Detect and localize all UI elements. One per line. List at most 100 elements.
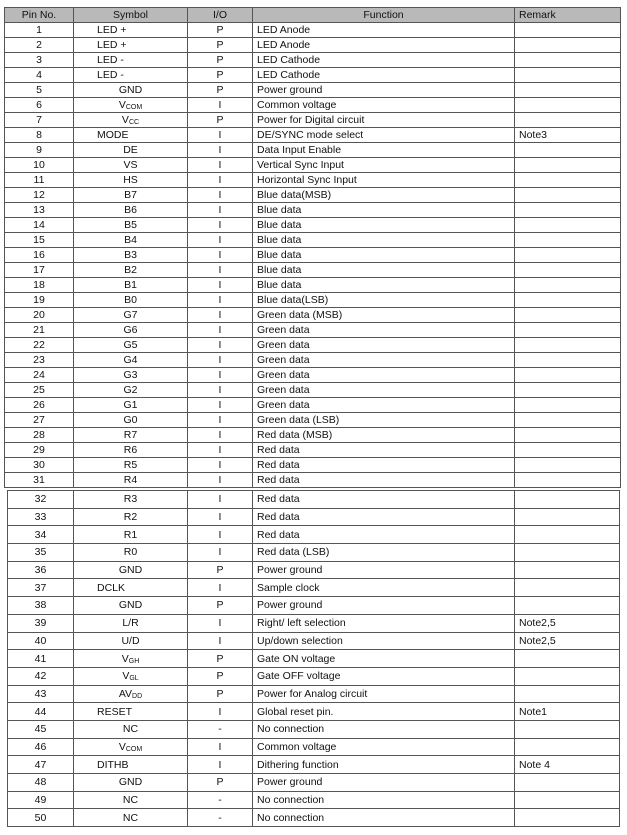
symbol-text: VS (123, 159, 138, 171)
table-row: 20 G7 I Green data (MSB) (4, 307, 621, 323)
table-row: 46 VCOM I Common voltage (7, 737, 620, 757)
remark-cell (514, 262, 621, 278)
symbol-cell: B3 (73, 247, 188, 263)
table-row: 34 R1 I Red data (7, 525, 620, 545)
symbol-cell: B4 (73, 232, 188, 248)
table-row: 50 NC - No connection (7, 808, 620, 828)
symbol-cell: RESET (73, 702, 188, 721)
remark-cell (514, 352, 621, 368)
pin-number-cell: 23 (4, 352, 74, 368)
io-type-cell: I (187, 352, 253, 368)
io-type-cell: P (187, 649, 253, 668)
symbol-cell: G5 (73, 337, 188, 353)
pin-number-cell: 27 (4, 412, 74, 428)
symbol-subscript: COM (125, 745, 143, 753)
io-type-cell: I (187, 543, 253, 562)
header-pin-no: Pin No. (4, 7, 74, 23)
function-cell: Green data (LSB) (252, 412, 515, 428)
symbol-text: B7 (124, 189, 137, 201)
io-type-cell: P (187, 684, 253, 704)
table-row: 35 R0 I Red data (LSB) (7, 543, 620, 562)
function-cell: Red data (252, 525, 515, 545)
io-type-cell: I (187, 247, 253, 263)
io-type-cell: I (187, 737, 253, 757)
symbol-cell: R7 (73, 427, 188, 443)
pin-number-cell: 11 (4, 172, 74, 188)
function-cell: LED Cathode (252, 67, 515, 83)
table-row: 10 VS I Vertical Sync Input (4, 157, 621, 173)
pin-number-cell: 41 (7, 649, 74, 668)
table-row: 14 B5 I Blue data (4, 217, 621, 233)
io-type-cell: P (187, 82, 253, 98)
function-cell: Blue data (252, 262, 515, 278)
io-type-cell: I (187, 187, 253, 203)
io-type-cell: I (187, 397, 253, 413)
symbol-text: GND (118, 84, 143, 96)
remark-cell (514, 578, 620, 598)
symbol-text: NC (122, 811, 139, 824)
pin-table-part-1: Pin No. Symbol I/O Function Remark 1 LED … (4, 7, 621, 488)
remark-cell (514, 52, 621, 68)
function-cell: Blue data (252, 217, 515, 233)
remark-cell (514, 232, 621, 248)
pin-number-cell: 7 (4, 112, 74, 128)
symbol-text: G6 (123, 324, 138, 336)
remark-cell: Note2,5 (514, 613, 620, 633)
header-symbol: Symbol (73, 7, 188, 23)
remark-cell (514, 382, 621, 398)
symbol-subscript: COM (125, 104, 143, 111)
function-cell: Common voltage (252, 737, 515, 757)
symbol-text: B4 (124, 234, 137, 246)
io-type-cell: I (187, 631, 253, 651)
function-cell: LED Anode (252, 22, 515, 38)
pin-number-cell: 33 (7, 507, 74, 527)
io-type-cell: P (187, 22, 253, 38)
function-cell: Power ground (252, 82, 515, 98)
remark-cell (514, 737, 620, 757)
function-cell: Green data (MSB) (252, 307, 515, 323)
table-row: 33 R2 I Red data (7, 507, 620, 527)
table-row: 27 G0 I Green data (LSB) (4, 412, 621, 428)
io-type-cell: I (187, 457, 253, 473)
function-cell: Power ground (252, 596, 515, 615)
table-row: 7 VCC P Power for Digital circuit (4, 112, 621, 128)
io-type-cell: I (187, 277, 253, 293)
symbol-text: RESET (97, 705, 133, 718)
symbol-cell: G0 (73, 412, 188, 428)
function-cell: Red data (LSB) (252, 543, 515, 562)
symbol-text: GND (118, 564, 143, 577)
symbol-text: R6 (123, 444, 138, 456)
io-type-cell: P (187, 596, 253, 615)
table-row: 4 LED - P LED Cathode (4, 67, 621, 83)
function-cell: Common voltage (252, 97, 515, 113)
symbol-text: V (118, 740, 126, 753)
remark-cell: Note 4 (514, 755, 620, 774)
function-cell: Blue data (252, 202, 515, 218)
symbol-cell: R3 (73, 490, 188, 509)
pin-number-cell: 16 (4, 247, 74, 263)
io-type-cell: - (187, 790, 253, 810)
function-cell: Dithering function (252, 755, 515, 774)
remark-cell (514, 525, 620, 545)
table-row: 44 RESET I Global reset pin. Note1 (7, 702, 620, 721)
function-cell: Green data (252, 352, 515, 368)
function-cell: No connection (252, 790, 515, 810)
symbol-text: R2 (123, 511, 138, 524)
function-cell: Blue data (252, 277, 515, 293)
io-type-cell: I (187, 507, 253, 527)
symbol-cell: LED + (73, 37, 188, 53)
io-type-cell: I (187, 702, 253, 721)
symbol-cell: R5 (73, 457, 188, 473)
pin-number-cell: 40 (7, 631, 74, 651)
pin-number-cell: 19 (4, 292, 74, 308)
symbol-cell: AVDD (73, 684, 188, 704)
table-row: 9 DE I Data Input Enable (4, 142, 621, 158)
io-type-cell: I (187, 490, 253, 509)
pin-number-cell: 17 (4, 262, 74, 278)
io-type-cell: I (187, 97, 253, 113)
remark-cell (514, 457, 621, 473)
io-type-cell: I (187, 755, 253, 774)
io-type-cell: P (187, 112, 253, 128)
io-type-cell: P (187, 67, 253, 83)
pin-number-cell: 47 (7, 755, 74, 774)
